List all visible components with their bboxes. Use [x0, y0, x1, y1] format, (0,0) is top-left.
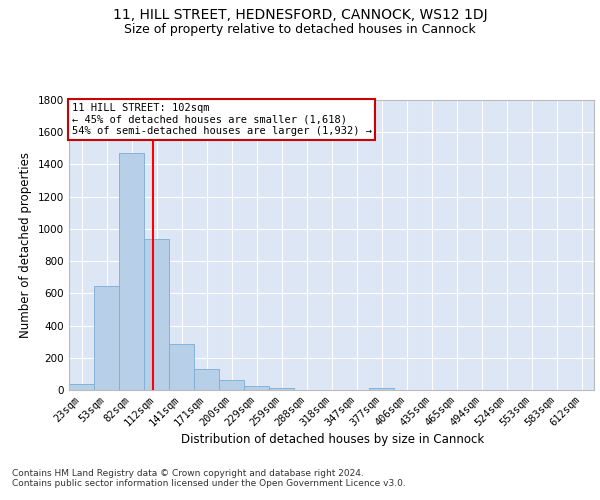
Text: Contains HM Land Registry data © Crown copyright and database right 2024.
Contai: Contains HM Land Registry data © Crown c… — [12, 469, 406, 488]
Text: 11, HILL STREET, HEDNESFORD, CANNOCK, WS12 1DJ: 11, HILL STREET, HEDNESFORD, CANNOCK, WS… — [113, 8, 487, 22]
Bar — [244, 386, 269, 390]
Text: 11 HILL STREET: 102sqm
← 45% of detached houses are smaller (1,618)
54% of semi-: 11 HILL STREET: 102sqm ← 45% of detached… — [71, 103, 371, 136]
Bar — [144, 238, 169, 390]
Bar — [119, 153, 144, 390]
Text: Distribution of detached houses by size in Cannock: Distribution of detached houses by size … — [181, 432, 485, 446]
Bar — [219, 380, 244, 390]
Bar — [94, 286, 119, 390]
Bar — [194, 370, 219, 390]
Y-axis label: Number of detached properties: Number of detached properties — [19, 152, 32, 338]
Text: Size of property relative to detached houses in Cannock: Size of property relative to detached ho… — [124, 22, 476, 36]
Bar — [269, 388, 294, 390]
Bar — [69, 384, 94, 390]
Bar — [169, 344, 194, 390]
Bar — [369, 388, 394, 390]
